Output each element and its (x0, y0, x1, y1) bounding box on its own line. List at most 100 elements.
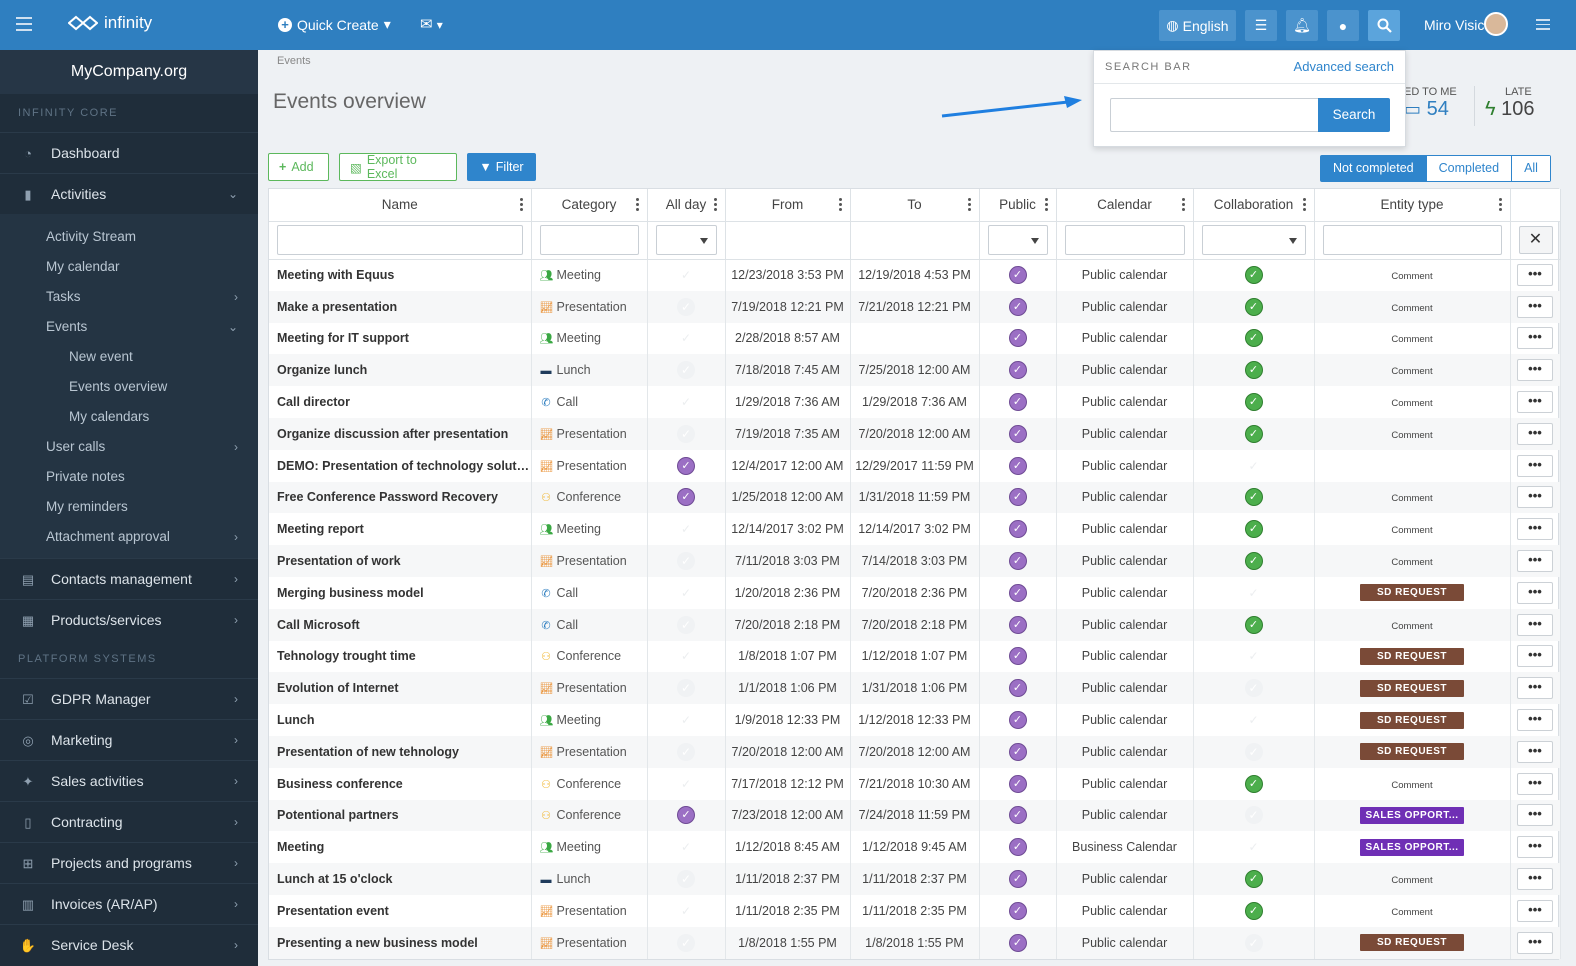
column-menu-icon[interactable] (838, 198, 842, 213)
table-row[interactable]: Meeting report 👥︎ Meeting ✓ 12/14/2017 3:02 … (269, 513, 1561, 546)
cell-name[interactable]: Meeting for IT support (269, 322, 532, 355)
table-row[interactable]: Organize lunch ▬ Lunch ✓ 7/18/2018 7:45 AM 7/… (269, 354, 1561, 387)
sidebar-item-user-calls[interactable]: User calls › (0, 432, 258, 462)
row-actions-button[interactable]: ••• (1517, 422, 1553, 445)
export-excel-button[interactable]: ▧ Export to Excel (339, 153, 457, 181)
row-actions-button[interactable]: ••• (1517, 550, 1553, 573)
sidebar-item-events-overview[interactable]: Events overview (69, 379, 168, 394)
mail-menu-button[interactable]: ✉ ▾ (420, 15, 443, 33)
row-actions-button[interactable]: ••• (1517, 740, 1553, 763)
row-actions-button[interactable]: ••• (1517, 581, 1553, 604)
sidebar-item-projects[interactable]: ⊞ Projects and programs › (0, 842, 258, 883)
advanced-search-link[interactable]: Advanced search (1293, 59, 1394, 74)
cell-name[interactable]: Meeting report (269, 513, 532, 546)
table-row[interactable]: Free Conference Password Recovery ⚇ Confer… (269, 481, 1561, 514)
cell-name[interactable]: Organize discussion after presentation (269, 417, 532, 450)
cell-name[interactable]: Presentation of new tehnology (269, 735, 532, 768)
sidebar-item-my-calendar[interactable]: My calendar (46, 259, 120, 274)
late-stat[interactable]: LATE ϟ 106 (1474, 86, 1535, 126)
tab-all[interactable]: All (1511, 156, 1550, 181)
sidebar-item-events[interactable]: Events ⌄ (0, 312, 258, 342)
cell-name[interactable]: Merging business model (269, 576, 532, 609)
sidebar-item-attachment-approval[interactable]: Attachment approval › (0, 522, 258, 552)
row-actions-button[interactable]: ••• (1517, 613, 1553, 636)
avatar[interactable] (1484, 12, 1508, 36)
table-row[interactable]: Potentional partners ⚇ Conference ✓ 7/23/201… (269, 799, 1561, 832)
row-actions-button[interactable]: ••• (1517, 295, 1553, 318)
hamburger-menu-icon[interactable] (16, 17, 32, 31)
cell-name[interactable]: Meeting (269, 831, 532, 864)
row-actions-button[interactable]: ••• (1517, 645, 1553, 668)
table-row[interactable]: Lunch at 15 o'clock ▬ Lunch ✓ 1/11/2018 2:37… (269, 863, 1561, 895)
sidebar-item-my-calendars[interactable]: My calendars (69, 409, 150, 424)
sidebar-item-sales[interactable]: ✦ Sales activities › (0, 760, 258, 801)
assigned-to-me-stat[interactable]: ED TO ME ▭ 54 (1404, 86, 1457, 121)
row-actions-button[interactable]: ••• (1517, 868, 1553, 891)
sidebar-item-private-notes[interactable]: Private notes (46, 469, 125, 484)
column-header-collaboration[interactable]: Collaboration (1193, 189, 1315, 222)
column-header-public[interactable]: Public (979, 189, 1057, 222)
table-row[interactable]: Organize discussion after presentation 📈︎… (269, 417, 1561, 450)
cell-name[interactable]: Potentional partners (269, 799, 532, 832)
row-actions-button[interactable]: ••• (1517, 772, 1553, 795)
sidebar-item-contracting[interactable]: ▯ Contracting › (0, 801, 258, 842)
sidebar-item-service-desk[interactable]: ✋ Service Desk › (0, 924, 258, 965)
table-row[interactable]: Make a presentation 📈︎ Presentation ✓ 7/19/2… (269, 290, 1561, 323)
row-actions-button[interactable]: ••• (1517, 359, 1553, 382)
search-button[interactable]: Search (1318, 98, 1390, 132)
cell-name[interactable]: Lunch at 15 o'clock (269, 863, 532, 895)
column-header-all-day[interactable]: All day (647, 189, 726, 222)
table-row[interactable]: Presentation event 📈︎ Presentation ✓ 1/11/20… (269, 894, 1561, 927)
public-filter-select[interactable] (987, 225, 1048, 255)
sidebar-item-contacts[interactable]: ▤ Contacts management › (0, 558, 258, 599)
category-filter-input[interactable] (539, 225, 639, 255)
table-row[interactable]: DEMO: Presentation of technology solutio… (269, 449, 1561, 482)
cell-name[interactable]: Free Conference Password Recovery (269, 481, 532, 514)
app-logo[interactable]: infinity (68, 13, 152, 33)
cell-name[interactable]: Presentation of work (269, 545, 532, 577)
table-row[interactable]: Presentation of work 📈︎ Presentation ✓ 7/11/… (269, 545, 1561, 577)
right-menu-icon[interactable] (1536, 19, 1550, 33)
chat-button[interactable]: ● (1327, 10, 1359, 41)
cell-name[interactable]: Business conference (269, 767, 532, 800)
column-header-to[interactable]: To (850, 189, 980, 222)
table-row[interactable]: Call director ✆ Call ✓ 1/29/2018 7:36 AM 1/29… (269, 386, 1561, 418)
row-actions-button[interactable]: ••• (1517, 327, 1553, 350)
cell-name[interactable]: Presenting a new business model (269, 926, 532, 959)
table-row[interactable]: Meeting with Equus 👥︎ Meeting ✓ 12/23/2018 3… (269, 259, 1561, 291)
column-header-from[interactable]: From (725, 189, 851, 222)
quick-create-button[interactable]: + Quick Create ▾ (278, 16, 391, 33)
sidebar-item-dashboard[interactable]: ◔ Dashboard (0, 132, 258, 173)
table-row[interactable]: Call Microsoft ✆ Call ✓ 7/20/2018 2:18 PM 7/2… (269, 608, 1561, 641)
cell-name[interactable]: Call director (269, 386, 532, 418)
cell-name[interactable]: Make a presentation (269, 290, 532, 323)
table-row[interactable]: Presenting a new business model 📈︎ Present… (269, 926, 1561, 959)
tab-not-completed[interactable]: Not completed (1321, 156, 1426, 181)
name-filter-input[interactable] (277, 225, 523, 255)
user-name[interactable]: Miro Visic (1424, 17, 1485, 33)
breadcrumb[interactable]: Events (277, 55, 311, 67)
sidebar-item-invoices[interactable]: ▥ Invoices (AR/AP) › (0, 883, 258, 924)
search-input[interactable] (1110, 98, 1319, 132)
sidebar-item-new-event[interactable]: New event (69, 349, 133, 364)
collaboration-filter-select[interactable] (1201, 225, 1306, 255)
row-actions-button[interactable]: ••• (1517, 391, 1553, 414)
table-row[interactable]: Tehnology trought time ⚇ Conference ✓ 1/8/20… (269, 640, 1561, 673)
entity-type-filter-input[interactable] (1322, 225, 1502, 255)
column-menu-icon[interactable] (1181, 198, 1185, 213)
row-actions-button[interactable]: ••• (1517, 264, 1553, 287)
sidebar-item-products[interactable]: ▦ Products/services › (0, 599, 258, 640)
calendar-filter-input[interactable] (1064, 225, 1185, 255)
cell-name[interactable]: Presentation event (269, 894, 532, 927)
column-menu-icon[interactable] (1498, 198, 1502, 213)
sidebar-item-tasks[interactable]: Tasks › (0, 282, 258, 312)
tasks-button[interactable]: ☰ (1245, 10, 1277, 41)
row-actions-button[interactable]: ••• (1517, 931, 1553, 954)
clear-filters-button[interactable]: ✕ (1518, 226, 1553, 254)
filter-button[interactable]: ▼ Filter (467, 153, 536, 181)
cell-name[interactable]: Organize lunch (269, 354, 532, 387)
table-row[interactable]: Meeting for IT support 👥︎ Meeting ✓ 2/28/201… (269, 322, 1561, 355)
column-menu-icon[interactable] (1044, 198, 1048, 213)
row-actions-button[interactable]: ••• (1517, 836, 1553, 859)
column-menu-icon[interactable] (519, 198, 523, 213)
